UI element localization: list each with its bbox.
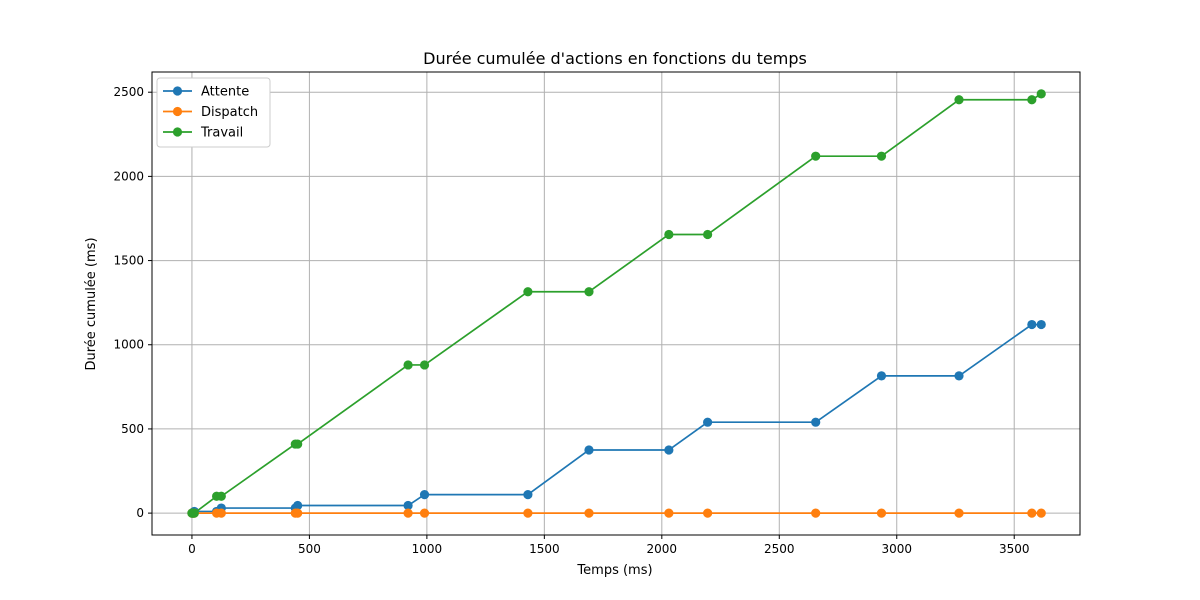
data-point-travail bbox=[189, 508, 199, 518]
legend-marker bbox=[172, 127, 183, 137]
y-tick-label: 2000 bbox=[113, 169, 144, 183]
y-tick-label: 0 bbox=[136, 506, 144, 520]
series-travail bbox=[187, 89, 1046, 518]
legend: Attente Dispatch Travail bbox=[156, 77, 271, 148]
legend-item-travail: Travail bbox=[163, 126, 243, 141]
data-point-attente bbox=[811, 417, 821, 427]
plot-area-frame bbox=[151, 71, 1081, 536]
data-point-dispatch bbox=[876, 508, 887, 518]
legend-label: Travail bbox=[200, 126, 243, 141]
data-point-attente bbox=[1036, 319, 1046, 330]
data-point-dispatch bbox=[1027, 508, 1037, 518]
x-tick-label: 0 bbox=[188, 542, 196, 556]
data-point-attente bbox=[584, 445, 594, 455]
legend-box bbox=[156, 77, 271, 148]
x-tick-label: 3500 bbox=[999, 542, 1030, 556]
y-tick-label: 2500 bbox=[113, 85, 144, 99]
legend-label: Attente bbox=[201, 85, 249, 100]
data-point-travail bbox=[703, 229, 713, 240]
data-point-dispatch bbox=[523, 508, 533, 518]
y-axis-label: Durée cumulée (ms) bbox=[84, 237, 99, 370]
legend-marker bbox=[172, 86, 183, 96]
data-point-attente bbox=[293, 500, 303, 511]
series-line-travail bbox=[191, 93, 1042, 514]
data-point-attente bbox=[419, 489, 430, 500]
data-point-attente bbox=[876, 371, 887, 381]
legend-item-dispatch: Dispatch bbox=[163, 105, 258, 120]
data-point-travail bbox=[1036, 89, 1046, 99]
data-point-travail bbox=[403, 360, 413, 370]
data-point-travail bbox=[584, 287, 594, 297]
data-point-attente bbox=[664, 445, 674, 455]
x-tick-label: 1000 bbox=[412, 542, 443, 556]
legend-marker bbox=[172, 106, 183, 117]
data-point-dispatch bbox=[1036, 508, 1046, 518]
data-point-travail bbox=[216, 491, 226, 501]
x-tick-label: 3000 bbox=[881, 542, 912, 556]
data-point-dispatch bbox=[664, 508, 674, 518]
data-point-travail bbox=[523, 287, 533, 297]
data-point-travail bbox=[419, 360, 430, 370]
data-point-dispatch bbox=[403, 508, 413, 518]
data-point-dispatch bbox=[419, 508, 430, 518]
data-point-dispatch bbox=[584, 508, 594, 518]
data-point-travail bbox=[811, 151, 821, 161]
data-point-attente bbox=[403, 500, 413, 511]
data-point-travail bbox=[293, 439, 303, 449]
data-point-attente bbox=[954, 371, 964, 381]
x-tick-label: 2000 bbox=[647, 542, 678, 556]
x-tick-label: 500 bbox=[298, 542, 321, 556]
data-point-travail bbox=[876, 151, 887, 161]
data-point-travail bbox=[1027, 95, 1037, 105]
data-point-attente bbox=[703, 417, 713, 427]
data-point-attente bbox=[1027, 319, 1037, 330]
axis-ticks: 0 500 1000 1500 2000 2500 3000 3500 0 500 1000 1500… bbox=[113, 85, 1029, 556]
data-point-dispatch bbox=[293, 508, 303, 518]
x-tick-label: 2500 bbox=[764, 542, 795, 556]
series bbox=[187, 89, 1046, 518]
legend-item-attente: Attente bbox=[163, 85, 249, 100]
data-point-attente bbox=[523, 489, 533, 500]
legend-label: Dispatch bbox=[201, 105, 258, 120]
data-point-dispatch bbox=[216, 508, 226, 518]
data-point-dispatch bbox=[954, 508, 964, 518]
y-tick-label: 500 bbox=[121, 422, 144, 436]
data-point-dispatch bbox=[811, 508, 821, 518]
x-tick-label: 1500 bbox=[529, 542, 560, 556]
y-tick-label: 1500 bbox=[113, 254, 144, 268]
data-point-travail bbox=[954, 95, 964, 105]
data-point-travail bbox=[664, 229, 674, 240]
chart-title: Durée cumulée d'actions en fonctions du … bbox=[423, 49, 807, 68]
data-point-dispatch bbox=[703, 508, 713, 518]
x-axis-label: Temps (ms) bbox=[576, 563, 652, 578]
y-tick-label: 1000 bbox=[113, 338, 144, 352]
